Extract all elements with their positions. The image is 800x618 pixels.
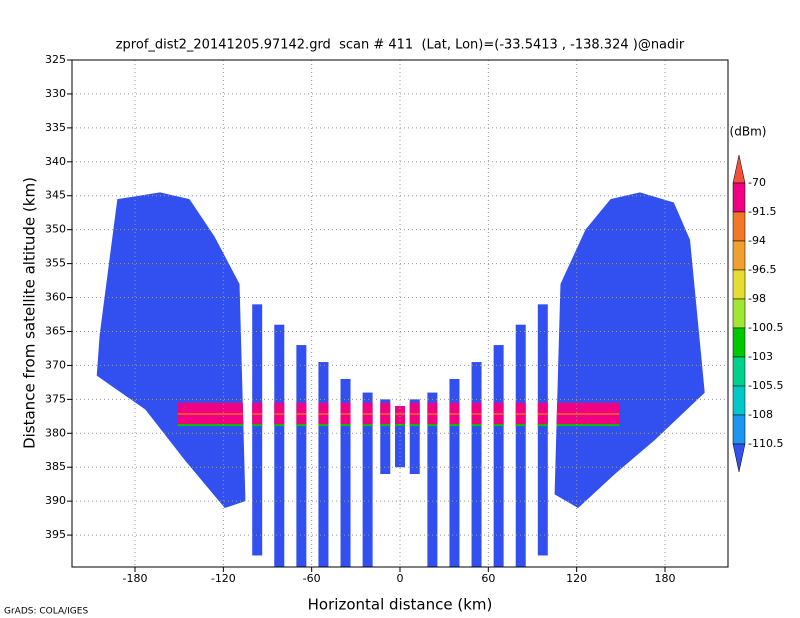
y-tick-label: 385 [45, 460, 66, 473]
y-tick-label: 325 [45, 53, 66, 66]
beam [340, 378, 351, 567]
beam [296, 345, 307, 567]
colorbar-label: -110.5 [748, 437, 783, 450]
beam [380, 399, 391, 475]
y-tick-label: 390 [45, 494, 66, 507]
colorbar-label: -94 [748, 234, 766, 247]
colorbar-box [732, 298, 746, 329]
x-tick-label: 180 [654, 572, 675, 585]
colorbar-label: -100.5 [748, 321, 783, 334]
x-axis-label: Horizontal distance (km) [308, 596, 493, 614]
echo-region [96, 192, 246, 508]
y-axis-label: Distance from satellite altitude (km) [21, 177, 39, 449]
chart-title: zprof_dist2_20141205.97142.grd scan # 41… [116, 38, 685, 53]
y-tick-label: 365 [45, 324, 66, 337]
surface-edge [177, 424, 620, 427]
beam [515, 324, 526, 567]
y-tick-label: 395 [45, 528, 66, 541]
x-tick-label: 60 [481, 572, 495, 585]
surface-peak [177, 412, 620, 415]
y-tick-label: 375 [45, 392, 66, 405]
y-tick-label: 350 [45, 223, 66, 236]
beam [362, 392, 373, 567]
x-tick-label: -120 [211, 572, 236, 585]
beam [318, 362, 329, 567]
colorbar-cap [732, 443, 746, 473]
beam [409, 399, 420, 475]
echo-region [554, 192, 705, 508]
colorbar-label: -98 [748, 292, 766, 305]
beam [471, 362, 482, 567]
credit: GrADS: COLA/IGES [4, 607, 88, 617]
colorbar-label: -105.5 [748, 379, 783, 392]
colorbar-box [732, 182, 746, 213]
beam [252, 304, 263, 556]
colorbar-box [732, 211, 746, 242]
colorbar-box [732, 327, 746, 358]
colorbar-label: -96.5 [748, 263, 776, 276]
colorbar-box [732, 356, 746, 387]
colorbar-label: -70 [748, 176, 766, 189]
y-tick-label: 340 [45, 155, 66, 168]
colorbar-box [732, 269, 746, 300]
beam [427, 392, 438, 567]
colorbar-unit: (dBm) [730, 125, 767, 139]
y-tick-label: 355 [45, 257, 66, 270]
y-tick-label: 380 [45, 426, 66, 439]
plot-frame [71, 59, 729, 568]
x-tick-label: -60 [303, 572, 321, 585]
y-tick-label: 345 [45, 189, 66, 202]
y-tick-label: 370 [45, 358, 66, 371]
x-tick-label: 0 [397, 572, 404, 585]
colorbar-box [732, 414, 746, 445]
x-tick-label: 120 [566, 572, 587, 585]
x-tick-label: -180 [123, 572, 148, 585]
beam [537, 304, 548, 556]
colorbar-box [732, 385, 746, 416]
beam [493, 345, 504, 567]
colorbar-cap [732, 154, 746, 184]
y-tick-label: 360 [45, 291, 66, 304]
colorbar-label: -103 [748, 350, 773, 363]
beam [449, 378, 460, 567]
beam [274, 324, 285, 567]
colorbar-box [732, 240, 746, 271]
y-tick-label: 330 [45, 87, 66, 100]
y-tick-label: 335 [45, 121, 66, 134]
colorbar-label: -108 [748, 408, 773, 421]
colorbar-label: -91.5 [748, 205, 776, 218]
